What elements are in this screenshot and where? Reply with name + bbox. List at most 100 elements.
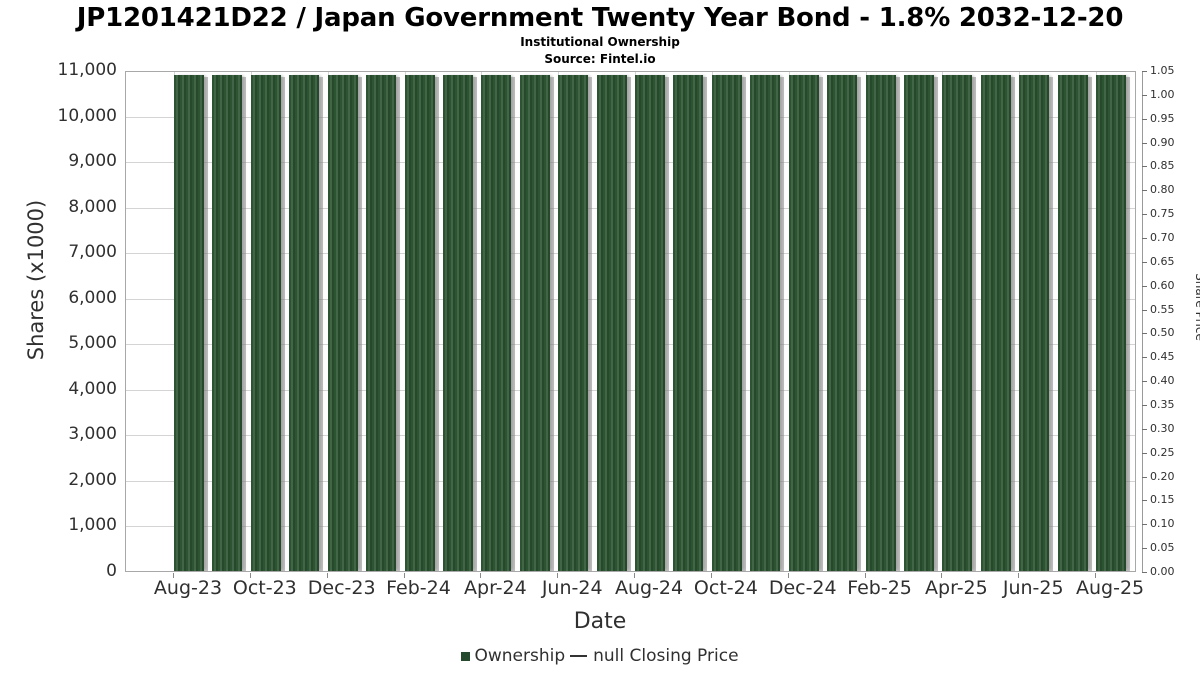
- bar-series-ownership: [126, 72, 1135, 571]
- x-axis-tick-label: Apr-25: [925, 577, 988, 599]
- x-axis-tick-mark: [864, 573, 866, 578]
- x-axis-tick-label: Oct-23: [232, 577, 297, 599]
- secondary-y-axis-tick-mark: [1142, 452, 1147, 454]
- bar[interactable]: [711, 74, 746, 571]
- legend-item-closing-price[interactable]: null Closing Price: [565, 646, 739, 666]
- secondary-y-axis-tick-label: 0.95: [1150, 111, 1175, 125]
- x-axis-tick-mark: [787, 573, 789, 578]
- y-axis-tick-label: 3,000: [68, 424, 117, 445]
- chart-subtitle: Institutional Ownership: [520, 35, 680, 49]
- x-axis-tick-mark: [634, 573, 636, 578]
- secondary-y-axis-tick-mark: [1142, 500, 1147, 502]
- bar[interactable]: [635, 74, 670, 571]
- y-axis-tick-label: 8,000: [68, 196, 117, 217]
- y-axis-tick-label: 1,000: [68, 515, 117, 536]
- secondary-y-axis-tick-label: 0.50: [1150, 326, 1175, 340]
- chart-source: Source: Fintel.io: [544, 52, 656, 66]
- bar[interactable]: [827, 74, 862, 571]
- bar[interactable]: [404, 74, 439, 571]
- secondary-y-axis-tick-label: 0.90: [1150, 135, 1175, 149]
- secondary-y-axis-tick-mark: [1142, 381, 1147, 383]
- secondary-y-axis-tick-mark: [1142, 71, 1147, 72]
- secondary-y-axis-tick-mark: [1142, 285, 1147, 287]
- secondary-y-axis-tick-label: 0.85: [1150, 159, 1175, 173]
- y-axis-tick-label: 5,000: [68, 333, 117, 354]
- x-axis-tick-label: Feb-24: [386, 577, 451, 599]
- legend-item-ownership[interactable]: Ownership: [461, 646, 565, 666]
- secondary-y-axis-tick-label: 0.20: [1150, 469, 1175, 483]
- x-axis-tick-label: Oct-24: [693, 577, 758, 599]
- chart-title: JP1201421D22 / Japan Government Twenty Y…: [76, 3, 1124, 33]
- x-axis-tick-mark: [557, 573, 559, 578]
- secondary-y-axis-tick-mark: [1142, 476, 1147, 478]
- secondary-y-axis-tick-label: 0.25: [1150, 445, 1175, 459]
- secondary-y-axis-tick-label: 0.15: [1150, 493, 1175, 507]
- bar[interactable]: [980, 74, 1015, 571]
- x-axis-tick-mark: [710, 573, 712, 578]
- secondary-y-axis-tick-mark: [1142, 94, 1147, 96]
- x-axis-tick-label: Feb-25: [847, 577, 912, 599]
- x-axis-tick-label: Aug-24: [614, 577, 684, 599]
- legend-square-icon: [461, 651, 471, 661]
- bar[interactable]: [865, 74, 900, 571]
- x-axis-tick-mark: [173, 573, 174, 578]
- secondary-y-axis-tick-label: 0.70: [1150, 231, 1175, 244]
- bar[interactable]: [442, 74, 477, 571]
- secondary-y-axis-tick-label: 0.55: [1150, 302, 1175, 316]
- secondary-y-axis-tick-label: 0.65: [1150, 254, 1175, 268]
- bar[interactable]: [1019, 74, 1054, 571]
- secondary-y-axis-tick-label: 0.40: [1150, 374, 1175, 388]
- bar[interactable]: [942, 74, 977, 571]
- secondary-y-axis-tick-label: 0.75: [1150, 207, 1175, 221]
- bar[interactable]: [558, 74, 593, 571]
- secondary-y-axis-tick-mark: [1142, 357, 1147, 359]
- x-axis-title: Date: [573, 609, 627, 634]
- secondary-y-axis-tick-mark: [1142, 524, 1147, 526]
- secondary-y-axis-tick-label: 0.80: [1150, 183, 1175, 197]
- bar[interactable]: [519, 74, 554, 571]
- bar[interactable]: [289, 74, 324, 571]
- x-axis-tick-mark: [326, 573, 328, 578]
- legend-label-closing-price: null Closing Price: [593, 646, 739, 666]
- bar[interactable]: [1057, 74, 1092, 571]
- bar[interactable]: [903, 74, 938, 571]
- bar[interactable]: [1096, 74, 1131, 571]
- bar[interactable]: [327, 74, 362, 571]
- bar[interactable]: [481, 74, 516, 571]
- bar[interactable]: [250, 74, 285, 571]
- bar[interactable]: [596, 74, 631, 571]
- plot-area: [125, 71, 1136, 572]
- secondary-y-axis-tick-mark: [1142, 428, 1147, 430]
- legend-label-ownership: Ownership: [474, 646, 566, 666]
- secondary-y-axis-tick-mark: [1142, 405, 1147, 406]
- y-axis-tick-label: 6,000: [68, 287, 117, 308]
- secondary-y-axis-tick-label: 1.05: [1150, 64, 1175, 77]
- secondary-y-axis-tick-label: 0.35: [1150, 398, 1175, 411]
- bar[interactable]: [212, 74, 247, 571]
- secondary-y-axis-tick-label: 0.30: [1150, 421, 1175, 435]
- x-axis-tick-label: Dec-23: [307, 577, 376, 599]
- bar[interactable]: [750, 74, 785, 571]
- secondary-y-axis-tick-label: 0.60: [1150, 278, 1175, 292]
- bar[interactable]: [788, 74, 823, 571]
- bar[interactable]: [174, 74, 208, 571]
- chart-legend: Ownership null Closing Price: [0, 646, 1200, 666]
- secondary-y-axis-tick-label: 0.45: [1150, 350, 1175, 364]
- x-axis-tick-mark: [1018, 573, 1020, 578]
- secondary-y-axis-tick-label: 0.10: [1150, 517, 1175, 531]
- x-axis-tick-label: Aug-25: [1076, 577, 1145, 599]
- bar[interactable]: [673, 74, 708, 571]
- secondary-y-axis-tick-mark: [1142, 261, 1147, 263]
- secondary-y-axis-tick-mark: [1142, 309, 1147, 311]
- x-axis-tick-mark: [480, 573, 482, 578]
- y-axis-tick-label: 7,000: [68, 242, 117, 263]
- secondary-y-axis-tick-mark: [1142, 333, 1147, 335]
- y-axis-tick-label: 4,000: [68, 378, 117, 399]
- y-axis-tick-label: 11,000: [57, 60, 117, 80]
- secondary-y-axis-tick-mark: [1142, 548, 1147, 550]
- x-axis-tick-mark: [249, 573, 251, 578]
- y-axis-tick-label: 2,000: [68, 469, 117, 490]
- bar[interactable]: [366, 74, 401, 571]
- secondary-y-axis-tick-label: 0.00: [1150, 565, 1175, 578]
